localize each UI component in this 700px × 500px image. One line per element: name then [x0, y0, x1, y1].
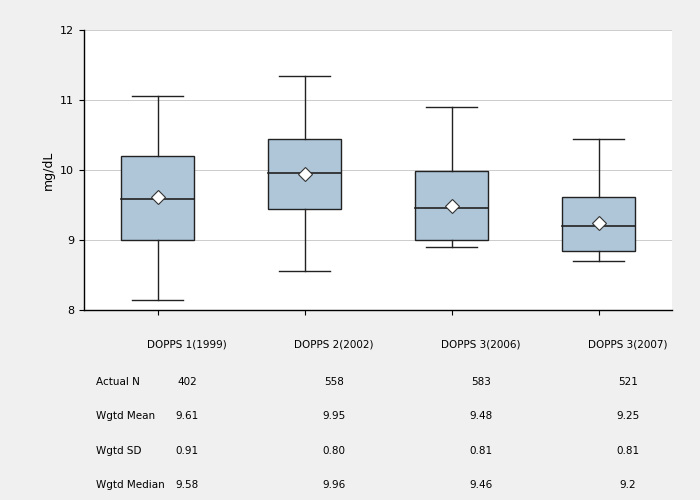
Text: 9.61: 9.61	[175, 412, 199, 422]
Text: Wgtd Mean: Wgtd Mean	[96, 412, 155, 422]
Text: DOPPS 2(2002): DOPPS 2(2002)	[294, 339, 374, 349]
Text: 9.96: 9.96	[322, 480, 346, 490]
Text: 9.95: 9.95	[322, 412, 346, 422]
FancyBboxPatch shape	[267, 138, 342, 208]
Text: 583: 583	[471, 377, 491, 387]
Text: Actual N: Actual N	[96, 377, 139, 387]
Text: DOPPS 3(2007): DOPPS 3(2007)	[588, 339, 668, 349]
Text: 0.81: 0.81	[469, 446, 493, 456]
Y-axis label: mg/dL: mg/dL	[41, 150, 55, 190]
Text: Wgtd Median: Wgtd Median	[96, 480, 164, 490]
Text: DOPPS 1(1999): DOPPS 1(1999)	[147, 339, 227, 349]
FancyBboxPatch shape	[120, 156, 195, 240]
Text: 558: 558	[324, 377, 344, 387]
Text: 9.58: 9.58	[175, 480, 199, 490]
Text: 9.25: 9.25	[616, 412, 640, 422]
Text: 0.81: 0.81	[616, 446, 640, 456]
Text: 0.91: 0.91	[175, 446, 199, 456]
Text: 9.46: 9.46	[469, 480, 493, 490]
FancyBboxPatch shape	[561, 196, 636, 250]
FancyBboxPatch shape	[414, 172, 489, 240]
Text: 402: 402	[177, 377, 197, 387]
Text: 521: 521	[618, 377, 638, 387]
Text: 9.48: 9.48	[469, 412, 493, 422]
Text: 0.80: 0.80	[323, 446, 345, 456]
Text: DOPPS 3(2006): DOPPS 3(2006)	[441, 339, 521, 349]
Text: 9.2: 9.2	[620, 480, 636, 490]
Text: Wgtd SD: Wgtd SD	[96, 446, 141, 456]
